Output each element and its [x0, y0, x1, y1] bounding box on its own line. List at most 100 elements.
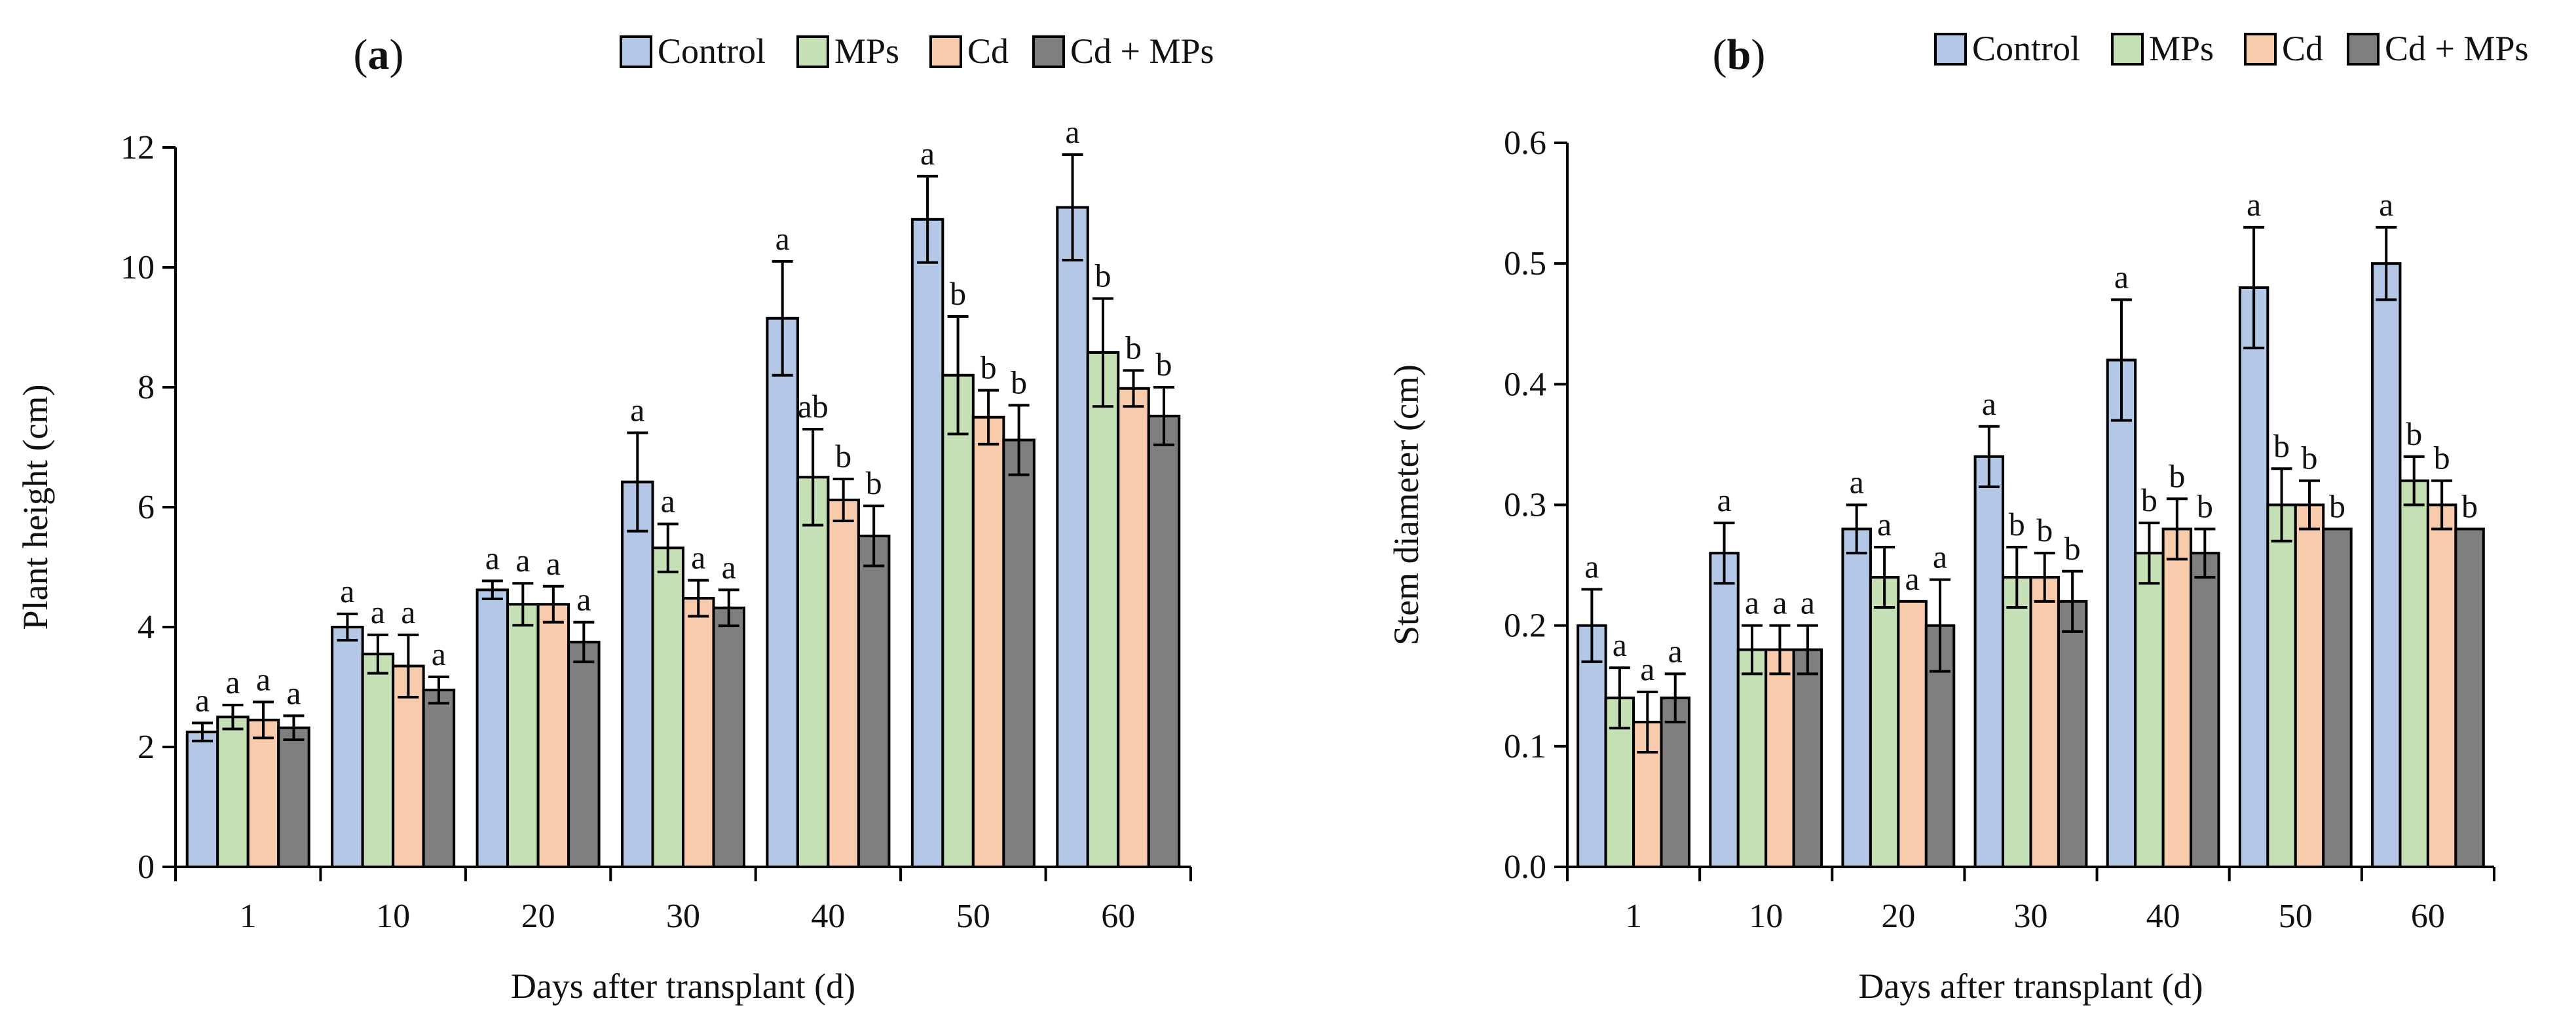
panel-b-x-tick-label: 20 — [1881, 898, 1915, 935]
panel-a-bar-2-1 — [216, 716, 250, 868]
panel-a-y-axis-title: Plant height (cm) — [16, 385, 55, 630]
panel-b-bar-4-50 — [2322, 527, 2353, 868]
panel-b-bar-2-10 — [1736, 648, 1768, 868]
panel-b-bar-1-40 — [2106, 358, 2137, 868]
panel-b-legend-label-1: Control — [1972, 29, 2080, 68]
panel-b-y-axis-title: Stem diameter (cm) — [1387, 364, 1426, 645]
panel-a-y-tick-label: 0 — [138, 849, 155, 886]
panel-b-bar-3-10 — [1764, 648, 1795, 868]
panel-a-significance-letter: a — [546, 545, 561, 582]
panel-a-bar-3-50 — [971, 415, 1005, 868]
panel-a-x-tick-label: 40 — [811, 898, 845, 935]
panel-b-bar-1-60 — [2371, 262, 2402, 868]
panel-b-x-tick-label: 60 — [2411, 898, 2445, 935]
panel-b-x-tick-label: 30 — [2014, 898, 2048, 935]
panel-a-significance-letter: a — [661, 483, 675, 520]
panel-a-bar-2-20 — [506, 603, 540, 868]
panel-a-legend-label-2: MPs — [834, 31, 899, 71]
panel-a-bar-3-1 — [246, 718, 280, 868]
panel-a-significance-letter: a — [630, 392, 644, 429]
panel-a-significance-letter: a — [432, 636, 446, 672]
panel-b-y-tick-label: 0.0 — [1504, 849, 1546, 886]
panel-b-significance-letter: a — [1850, 464, 1864, 501]
panel-a-significance-letter: b — [950, 275, 966, 312]
panel-b-significance-letter: a — [1584, 548, 1599, 584]
panel-a-significance-letter: a — [340, 573, 354, 609]
panel-b-legend-label-4: Cd + MPs — [2385, 29, 2529, 68]
panel-b-bar-3-60 — [2426, 503, 2457, 868]
panel-a-significance-letter: a — [920, 135, 935, 172]
panel-a-significance-letter: a — [775, 220, 790, 257]
panel-b-bar-3-30 — [2029, 576, 2060, 868]
panel-b-significance-letter: a — [1877, 506, 1892, 543]
panel-a-bar-1-30 — [621, 480, 654, 868]
panel-a-significance-letter: a — [225, 664, 240, 700]
panel-b-legend-swatch-4 — [2347, 33, 2380, 66]
panel-a-significance-letter: a — [485, 540, 500, 577]
panel-b-title: (b) — [1713, 31, 1766, 79]
panel-a-bar-2-60 — [1086, 351, 1120, 868]
panel-a-bar-4-30 — [712, 606, 745, 868]
panel-a-significance-letter: b — [1125, 329, 1142, 366]
panel-a-bar-1-40 — [766, 316, 799, 868]
panel-b-bar-2-30 — [2002, 576, 2032, 868]
panel-b-significance-letter: a — [1982, 385, 1996, 422]
panel-a-bar-2-50 — [941, 373, 975, 868]
panel-b-significance-letter: b — [2141, 482, 2157, 518]
panel-a-bar-4-1 — [277, 726, 310, 868]
panel-a-legend-label-3: Cd — [967, 31, 1009, 71]
panel-b-significance-letter: a — [1772, 584, 1787, 621]
panel-b-significance-letter: b — [2197, 487, 2213, 524]
panel-a-significance-letter: b — [1156, 346, 1172, 383]
panel-b-significance-letter: a — [1668, 632, 1683, 669]
panel-a-significance-letter: a — [576, 581, 591, 618]
panel-b-legend-swatch-3 — [2244, 33, 2277, 66]
panel-b-bar-2-40 — [2134, 552, 2165, 869]
panel-a-significance-letter: b — [980, 349, 997, 386]
panel-b-significance-letter: a — [1933, 539, 1947, 575]
panel-b-legend-label-2: MPs — [2149, 29, 2214, 68]
panel-b-legend-swatch-2 — [2111, 33, 2144, 66]
panel-b-bar-2-50 — [2266, 503, 2297, 868]
panel-b-significance-letter: b — [2009, 506, 2025, 543]
panel-a-bar-1-20 — [476, 588, 510, 869]
panel-a-bar-4-40 — [857, 534, 891, 868]
panel-b-y-tick-label: 0.6 — [1504, 124, 1546, 162]
panel-a-bar-1-1 — [185, 731, 219, 868]
panel-b-significance-letter: b — [2169, 457, 2185, 494]
panel-a-bar-1-60 — [1056, 206, 1089, 868]
panel-a-legend-label-1: Control — [658, 31, 766, 71]
panel-b-y-tick-label: 0.5 — [1504, 245, 1546, 282]
panel-b-significance-letter: b — [2406, 415, 2422, 452]
panel-a-bar-2-10 — [361, 653, 395, 868]
panel-b-bar-4-10 — [1792, 648, 1823, 868]
panel-a-significance-letter: a — [691, 539, 705, 576]
panel-b-significance-letter: b — [2461, 487, 2478, 524]
panel-a-significance-letter: a — [515, 542, 530, 579]
panel-a-bar-1-10 — [331, 626, 364, 868]
panel-b-bar-1-50 — [2238, 286, 2269, 868]
panel-b-legend-label-3: Cd — [2282, 29, 2323, 68]
panel-a-significance-letter: a — [371, 594, 385, 630]
panel-b-significance-letter: a — [2379, 186, 2393, 223]
panel-a-significance-letter: a — [722, 548, 736, 585]
panel-a-bar-4-50 — [1002, 438, 1036, 868]
panel-b-bar-2-20 — [1869, 576, 1900, 868]
panel-a-bar-3-60 — [1117, 387, 1150, 868]
panel-b-bar-2-60 — [2399, 479, 2429, 868]
panel-b-legend: Control MPs Cd Cd + MPs — [1934, 29, 2529, 68]
panel-a-bar-4-60 — [1147, 414, 1181, 868]
panel-b-significance-letter: a — [2247, 186, 2261, 223]
panel-a-bar-4-20 — [567, 640, 601, 868]
panel-a-legend-swatch-3 — [929, 35, 962, 68]
panel-a-significance-letter: a — [1065, 113, 1079, 150]
panel-a-significance-letter: a — [256, 660, 271, 697]
panel-a-legend-swatch-4 — [1032, 35, 1065, 68]
panel-b-significance-letter: a — [1640, 651, 1654, 687]
panel-b-bar-3-40 — [2161, 527, 2193, 868]
panel-a-bar-2-30 — [651, 546, 684, 868]
panel-a-legend-label-4: Cd + MPs — [1070, 31, 1214, 71]
panel-b-significance-letter: b — [2329, 487, 2345, 524]
